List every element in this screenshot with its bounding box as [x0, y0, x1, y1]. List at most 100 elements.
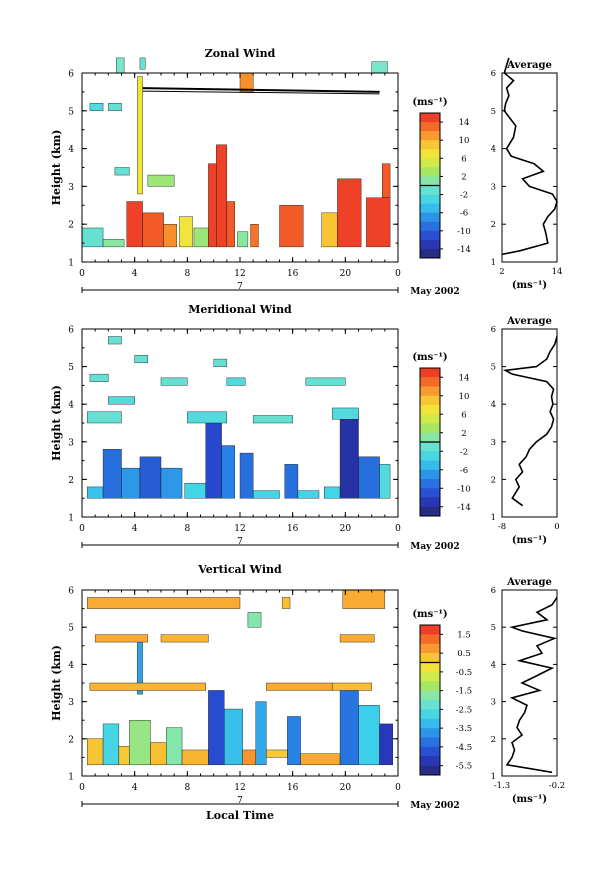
colorbar-tick-label: -10 [457, 227, 471, 237]
data-cell [239, 452, 254, 499]
profile-y-tick-label: 4 [491, 660, 496, 670]
profile-y-tick-label: 1 [491, 258, 496, 268]
data-cell [139, 57, 146, 70]
x-tick-label: 0 [79, 524, 85, 534]
y-tick-label: 4 [68, 661, 74, 671]
data-cell [121, 467, 141, 499]
data-cell [166, 727, 183, 766]
data-cell [223, 708, 243, 766]
colorbar-tick-label: 14 [459, 373, 470, 383]
x-tick-label: 20 [340, 269, 352, 279]
profile-y-tick-label: 3 [491, 182, 496, 192]
data-cell [279, 205, 304, 248]
x-tick-label: 0 [395, 269, 401, 279]
data-cell [179, 216, 193, 248]
data-cell [339, 411, 359, 499]
data-cell [358, 705, 380, 766]
profile-x-tick-label: 2 [499, 267, 504, 277]
data-cell [205, 419, 222, 499]
colorbar-tick-label: 14 [459, 118, 470, 128]
colorbar-tick-label: -0.5 [456, 668, 472, 678]
colorbar-segment [420, 185, 440, 195]
data-cell [102, 239, 125, 248]
y-tick-label: 6 [68, 587, 74, 597]
y-tick-label: 2 [68, 735, 74, 745]
colorbar-segment [420, 718, 440, 729]
colorbar-segment [420, 368, 440, 378]
data-cell [331, 407, 359, 420]
profile-y-tick-label: 6 [491, 325, 496, 335]
x-tick-label: 0 [79, 783, 85, 793]
y-tick-label: 3 [68, 438, 74, 448]
data-cell [366, 197, 391, 248]
colorbar-segment [420, 756, 440, 766]
colorbar-segment [420, 395, 440, 406]
data-cell [118, 746, 130, 766]
x-tick-label: 4 [132, 783, 138, 793]
colorbar-tick-label: -2 [460, 447, 468, 457]
data-cell [324, 486, 341, 499]
colorbar-tick-label: 2 [461, 429, 466, 439]
profile-x-label: (ms⁻¹) [512, 794, 547, 805]
data-cell [139, 456, 162, 499]
profile-frame [501, 328, 558, 518]
profile-x-tick-label: 0 [554, 522, 559, 532]
y-axis-label: Height (km) [50, 130, 63, 206]
data-cell [116, 57, 125, 74]
data-cell [81, 227, 104, 248]
profile-y-tick-label: 2 [491, 220, 496, 230]
colorbar-segment [420, 140, 440, 150]
colorbar-segment [420, 158, 440, 168]
colorbar-tick-label: -5.5 [456, 762, 472, 772]
average-profile: Average 1 2 3 4 5 6 -1.3 -0.2(ms⁻¹) [491, 577, 566, 805]
data-cell [281, 597, 291, 609]
profile-y-tick-label: 6 [491, 69, 496, 79]
profile-y-tick-label: 3 [491, 438, 496, 448]
y-tick-label: 6 [68, 70, 74, 80]
y-axis-label: Height (km) [50, 645, 63, 721]
data-cell [108, 396, 135, 405]
colorbar-segment [420, 469, 440, 480]
x-tick-label: 8 [184, 269, 190, 279]
profile-x-tick-label: -1.3 [494, 781, 510, 791]
data-cell [358, 456, 380, 499]
data-cell [216, 144, 228, 248]
data-cell [266, 682, 333, 691]
colorbar-segment [420, 497, 440, 508]
profile-frame [501, 589, 558, 777]
profile-y-tick-label: 1 [491, 772, 496, 782]
colorbar-segment [420, 414, 440, 424]
colorbar-tick-label: 1.5 [457, 630, 471, 640]
x-tick-label: 20 [340, 524, 352, 534]
data-cell [181, 749, 209, 766]
y-tick-label: 3 [68, 183, 74, 193]
data-cell [160, 634, 209, 643]
data-cell [379, 723, 393, 766]
x-tick-label: 0 [395, 783, 401, 793]
data-cell [371, 61, 388, 74]
wind-line [142, 90, 380, 95]
data-cell [142, 212, 164, 248]
colorbar-segment [420, 671, 440, 682]
x-tick-label: 12 [234, 524, 245, 534]
colorbar-segment [420, 506, 440, 517]
x-tick-label: 16 [287, 269, 299, 279]
profile-title: Average [506, 577, 552, 588]
colorbar-segment [420, 643, 440, 654]
colorbar-segment [420, 113, 440, 123]
colorbar-segment [420, 746, 440, 757]
colorbar-tick-label: 10 [459, 136, 470, 146]
profile-title: Average [506, 316, 552, 327]
colorbar-segment [420, 625, 440, 635]
colorbar-tick-label: -1.5 [456, 687, 472, 697]
data-cell [163, 223, 177, 248]
colorbar-segment [420, 700, 440, 710]
data-cell [114, 167, 130, 176]
data-cell [321, 212, 338, 248]
date-label: May 2002 [410, 542, 459, 552]
data-cell [331, 682, 372, 691]
data-cell [208, 163, 217, 248]
profile-y-tick-label: 2 [491, 735, 496, 745]
